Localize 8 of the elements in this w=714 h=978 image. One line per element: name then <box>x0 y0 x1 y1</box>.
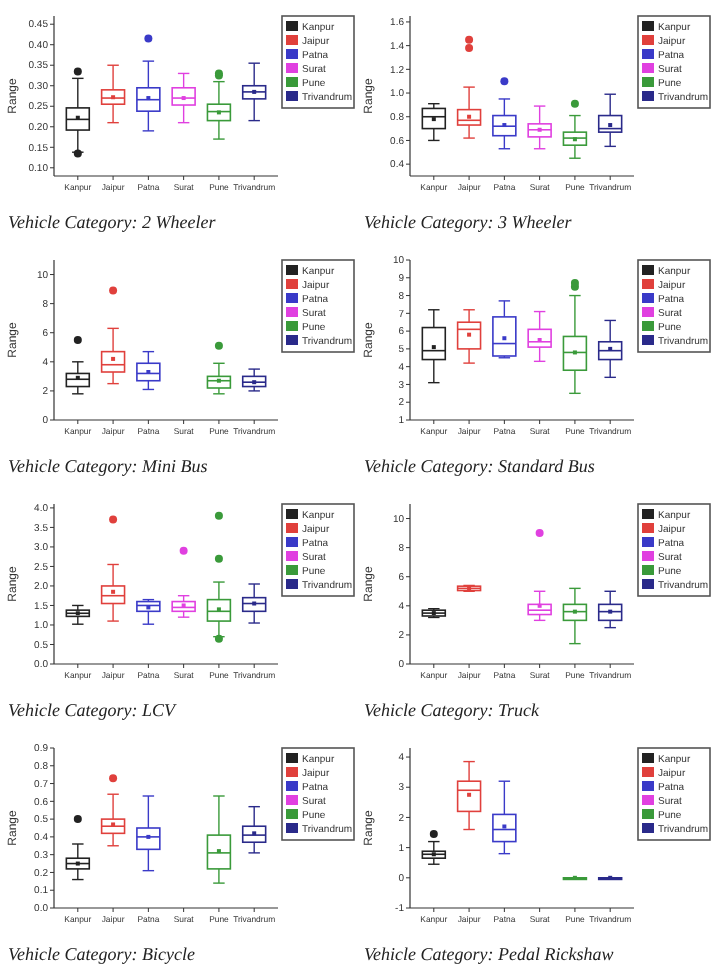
text: Vehicle Category: Mini Bus <box>8 456 209 476</box>
text: Vehicle Category: LCV <box>8 700 178 720</box>
text: Vehicle Category: Pedal Rickshaw <box>364 944 614 964</box>
text: Vehicle Category: 3 Wheeler <box>364 212 573 232</box>
text: Vehicle Category: Standard Bus <box>364 456 596 476</box>
text: Vehicle Category: Bicycle <box>8 944 195 964</box>
text: Vehicle Category: 2 Wheeler <box>8 212 217 232</box>
text: Vehicle Category: Truck <box>364 700 541 720</box>
